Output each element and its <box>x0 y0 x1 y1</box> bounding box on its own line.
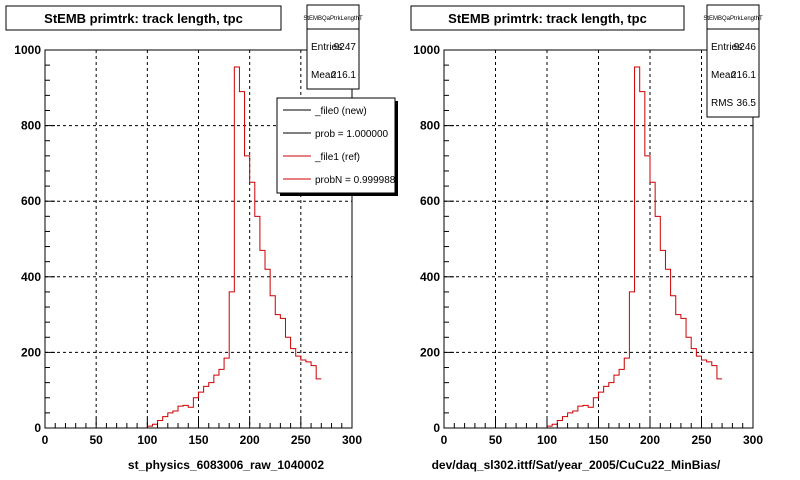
x-tick-label: 50 <box>489 433 503 447</box>
x-tick-label: 250 <box>291 433 311 447</box>
stats-box <box>306 4 360 90</box>
histogram-series-line <box>444 66 723 429</box>
x-axis-label: st_physics_6083006_raw_1040002 <box>128 458 324 472</box>
stats-value: 216.1 <box>331 70 356 81</box>
legend-entry-label: probN = 0.999988 <box>315 175 396 186</box>
x-axis-label: dev/daq_sl302.ittf/Sat/year_2005/CuCu22_… <box>432 458 721 472</box>
stats-label: Entries <box>711 42 742 53</box>
y-tick-label: 600 <box>21 194 41 208</box>
x-tick-label: 200 <box>640 433 660 447</box>
x-tick-label: 200 <box>240 433 260 447</box>
title-box <box>410 5 685 31</box>
legend-box <box>276 97 396 194</box>
y-tick-label: 1000 <box>14 43 41 57</box>
y-tick-label: 200 <box>21 345 41 359</box>
y-tick-label: 200 <box>420 345 440 359</box>
y-tick-label: 0 <box>34 421 41 435</box>
right-histogram-panel: 0 50 100 150 200 250 300 0 200 400 600 800 1000 StEMB… <box>410 4 763 472</box>
chart-title: StEMB primtrk: track length, tpc <box>44 11 243 26</box>
y-tick-label: 0 <box>433 421 440 435</box>
x-tick-label: 0 <box>42 433 49 447</box>
y-tick-label: 400 <box>21 270 41 284</box>
stats-box-name: StEMBQaPtrkLengthT <box>303 16 363 22</box>
x-tick-label: 150 <box>588 433 608 447</box>
y-tick-label: 600 <box>420 194 440 208</box>
stats-value: 216.1 <box>731 70 756 81</box>
stats-label: RMS <box>711 98 734 109</box>
stats-value: 9247 <box>334 42 357 53</box>
stats-label: Mean <box>311 70 336 81</box>
stats-box <box>706 4 760 118</box>
stats-box-name: StEMBQaPtrkLengthT <box>703 16 763 22</box>
stats-value: 9246 <box>734 42 757 53</box>
x-tick-label: 300 <box>743 433 763 447</box>
x-tick-label: 100 <box>137 433 157 447</box>
legend-entry-label: prob = 1.000000 <box>315 129 389 140</box>
stats-label: Entries <box>311 42 342 53</box>
y-tick-label: 800 <box>420 119 440 133</box>
legend-entry-label: _file0 (new) <box>314 106 367 117</box>
x-tick-label: 100 <box>537 433 557 447</box>
x-tick-label: 50 <box>89 433 103 447</box>
x-tick-label: 250 <box>691 433 711 447</box>
stats-label: Mean <box>711 70 736 81</box>
chart-title: StEMB primtrk: track length, tpc <box>448 11 647 26</box>
y-tick-label: 400 <box>420 270 440 284</box>
y-tick-label: 800 <box>21 119 41 133</box>
x-tick-label: 150 <box>188 433 208 447</box>
legend-entries: _file0 (new) prob = 1.000000 _file1 (ref) p… <box>283 106 396 186</box>
x-tick-label: 300 <box>342 433 362 447</box>
legend-entry-label: _file1 (ref) <box>314 152 360 163</box>
y-tick-label: 1000 <box>413 43 440 57</box>
x-tick-label: 0 <box>441 433 448 447</box>
title-box <box>5 5 282 31</box>
left-histogram-panel: 0 50 100 150 200 250 300 0 200 400 600 800 1000 StEMB… <box>5 4 398 472</box>
stats-value: 36.5 <box>737 98 757 109</box>
